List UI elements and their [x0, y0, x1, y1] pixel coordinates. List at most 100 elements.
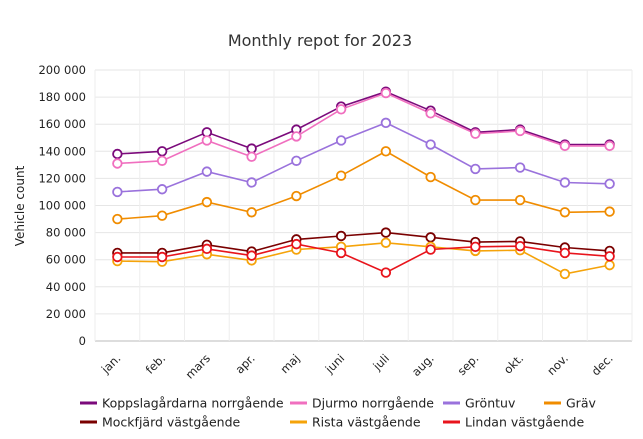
data-point: [201, 243, 213, 255]
x-tick-label: jan.: [98, 351, 124, 377]
data-point: [156, 184, 168, 195]
data-point: [470, 194, 481, 206]
x-tick-label: nov.: [544, 351, 571, 378]
x-tick-label: dec.: [589, 351, 616, 378]
y-tick-label: 200 000: [38, 63, 86, 77]
data-point: [470, 163, 481, 175]
legend-item-label: Rista västgående: [312, 415, 421, 430]
data-point: [559, 207, 571, 218]
x-tick-label: apr.: [233, 351, 258, 376]
series-line-2: [117, 121, 610, 193]
data-point: [156, 210, 168, 221]
data-point: [112, 148, 123, 160]
data-point: [604, 251, 615, 262]
y-tick-label: 0: [79, 334, 86, 348]
data-point: [156, 155, 168, 166]
y-tick-label: 100 000: [38, 199, 86, 213]
data-point: [380, 227, 392, 238]
x-tick-label: mars: [183, 351, 213, 381]
data-point: [604, 140, 615, 152]
data-point: [335, 230, 347, 242]
x-tick-label: juli: [369, 351, 392, 374]
data-point: [559, 247, 571, 259]
legend-item-label: Mockfjärd västgående: [102, 415, 241, 430]
data-point: [380, 87, 392, 99]
data-point: [335, 104, 347, 115]
series-points: [112, 86, 615, 280]
y-axis-label: Vehicle count: [13, 165, 27, 246]
x-axis-ticks: jan. feb. mars apr. maj juni juli aug. sep. okt. n…: [98, 351, 616, 381]
data-point: [604, 259, 615, 271]
x-tick-label: sep.: [455, 351, 482, 378]
legend-item-label: Gräv: [566, 396, 596, 411]
data-point: [201, 166, 213, 177]
data-point: [112, 158, 123, 169]
data-point: [112, 186, 123, 198]
data-point: [246, 151, 257, 162]
y-tick-label: 20 000: [46, 307, 86, 321]
data-point: [514, 162, 526, 173]
data-point: [514, 240, 526, 252]
y-tick-label: 180 000: [38, 90, 86, 104]
series-line-4: [117, 231, 610, 254]
data-point: [514, 125, 526, 137]
y-tick-label: 140 000: [38, 144, 86, 158]
legend-item-label: Lindan västgående: [465, 415, 584, 430]
series-line-3: [117, 150, 610, 220]
y-tick-label: 160 000: [38, 117, 86, 131]
data-point: [514, 194, 526, 206]
legend: Koppslagårdarna norrgående Djurmo norrgåe…: [80, 396, 596, 430]
y-tick-label: 80 000: [46, 226, 86, 240]
data-point: [559, 177, 571, 188]
data-point: [335, 135, 347, 146]
data-point: [291, 190, 302, 202]
x-tick-label: aug.: [409, 351, 437, 379]
legend-item-label: Djurmo norrgående: [312, 396, 434, 411]
data-point: [470, 128, 481, 139]
chart-title: Monthly repot for 2023: [228, 31, 412, 50]
legend-item-label: Koppslagårdarna norrgående: [102, 396, 284, 411]
data-point: [425, 232, 436, 243]
data-point: [246, 207, 257, 218]
series-line-6: [117, 243, 610, 274]
x-tick-label: juni: [322, 351, 347, 376]
series-line-1: [117, 92, 610, 165]
data-point: [559, 268, 571, 280]
data-point: [380, 267, 392, 278]
data-point: [425, 171, 436, 183]
y-axis-ticks: 0 20 000 40 000 60 000 80 000 100 000 120 000 1…: [38, 63, 86, 348]
y-tick-label: 60 000: [46, 253, 86, 267]
x-tick-label: maj: [277, 351, 302, 376]
data-point: [335, 247, 347, 259]
data-point: [425, 108, 436, 119]
data-point: [246, 177, 257, 188]
x-tick-label: feb.: [143, 351, 169, 377]
data-point: [201, 135, 213, 146]
x-tick-label: okt.: [501, 351, 526, 376]
data-point: [604, 206, 615, 217]
series-line-5: [117, 241, 610, 275]
data-point: [201, 196, 213, 208]
data-point: [380, 237, 392, 248]
y-tick-label: 40 000: [46, 280, 86, 294]
data-point: [156, 146, 168, 157]
series-line-0: [117, 90, 610, 155]
data-point: [380, 117, 392, 129]
data-point: [425, 139, 436, 150]
legend-item-label: Gröntuv: [465, 396, 516, 411]
series-lines: [117, 90, 610, 275]
data-point: [470, 241, 481, 253]
grid-lines: [94, 69, 633, 342]
data-point: [425, 244, 436, 255]
data-point: [559, 140, 571, 152]
data-point: [156, 251, 168, 263]
data-point: [291, 155, 302, 166]
y-tick-label: 120 000: [38, 171, 86, 185]
data-point: [604, 178, 615, 190]
data-point: [291, 131, 302, 142]
data-point: [335, 170, 347, 181]
data-point: [380, 146, 392, 157]
data-point: [246, 250, 257, 261]
data-point: [291, 238, 302, 250]
